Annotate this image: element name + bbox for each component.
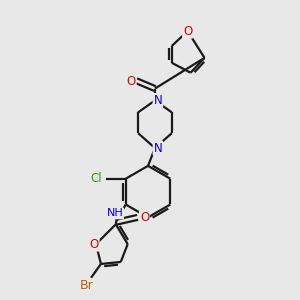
Text: Br: Br [80, 279, 94, 292]
Text: O: O [89, 238, 99, 250]
Text: O: O [183, 25, 192, 38]
Text: N: N [154, 94, 162, 107]
Text: O: O [140, 211, 149, 224]
Text: N: N [154, 142, 162, 154]
Text: Cl: Cl [90, 172, 102, 185]
Text: O: O [127, 75, 136, 88]
Text: NH: NH [106, 208, 123, 218]
